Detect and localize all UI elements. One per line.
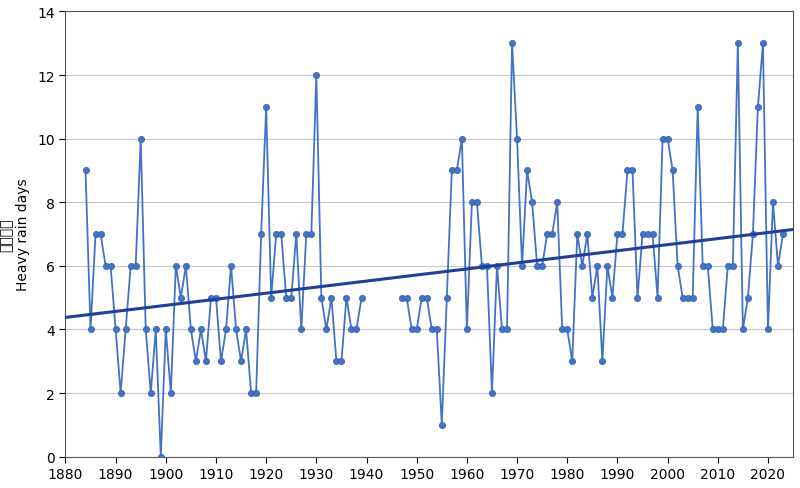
Text: 大雨日數
Heavy rain days: 大雨日數 Heavy rain days [0, 178, 30, 291]
